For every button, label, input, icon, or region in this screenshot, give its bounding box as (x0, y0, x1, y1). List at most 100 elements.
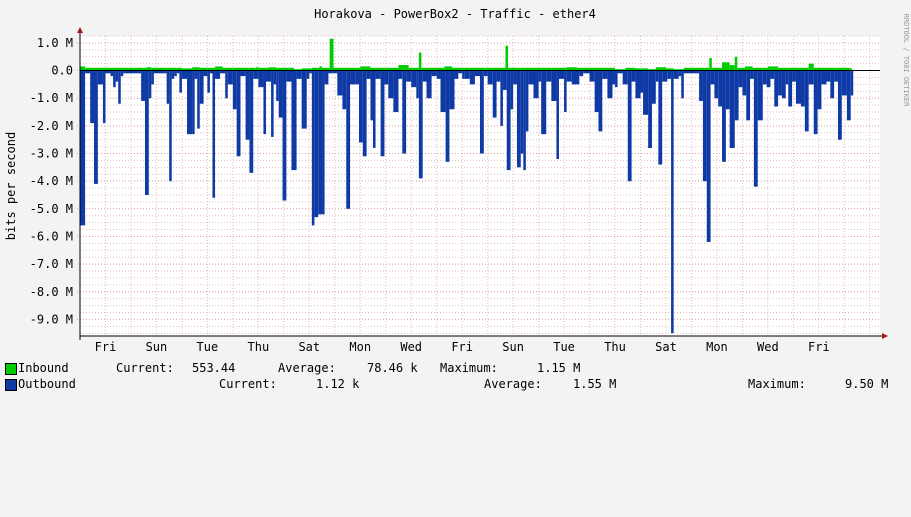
inbound-sample (255, 67, 259, 71)
inbound-sample (808, 63, 814, 71)
outbound-sample (750, 70, 754, 79)
inbound-sample (683, 67, 697, 71)
outbound-sample (817, 70, 822, 110)
outbound-sample (380, 70, 385, 157)
inbound-sample (722, 62, 730, 71)
outbound-sample (454, 70, 459, 79)
outbound-sample (734, 70, 739, 121)
outbound-sample (215, 70, 221, 79)
outbound-sample (778, 70, 782, 96)
inbound-sample (767, 66, 779, 71)
series-areas (80, 38, 854, 334)
outbound-sample (332, 70, 338, 74)
inbound-sample (166, 67, 177, 71)
outbound-sample (309, 70, 312, 74)
inbound-sample (398, 65, 409, 71)
outbound-sample (785, 70, 789, 85)
outbound-sample (105, 70, 111, 74)
outbound-sample (166, 70, 170, 104)
inbound-sample (696, 67, 705, 71)
inbound-sample (347, 67, 361, 71)
inbound-sample (276, 67, 295, 71)
outbound-sample (273, 70, 277, 85)
inbound-swatch (5, 363, 17, 375)
inbound-sample (451, 67, 470, 71)
outbound-sample (449, 70, 455, 110)
inbound-sample (788, 67, 802, 71)
outbound-sample (422, 70, 427, 82)
outbound-sample (286, 70, 292, 82)
outbound-sample (388, 70, 394, 99)
outbound-sample (426, 70, 432, 99)
outbound-sample (541, 70, 547, 135)
outbound-label: Outbound (18, 377, 76, 391)
outbound-sample (120, 70, 124, 77)
outbound-sample (240, 70, 246, 77)
outbound-sample (729, 70, 735, 148)
outbound-sample (696, 70, 700, 74)
inbound-sample (128, 67, 144, 71)
inbound-average-value: 78.46 k (367, 361, 418, 375)
inbound-sample (385, 67, 399, 71)
outbound-sample (788, 70, 793, 107)
inbound-sample (102, 67, 106, 71)
inbound-sample (207, 67, 216, 71)
x-tick-label: Mon (349, 340, 371, 354)
inbound-sample (151, 67, 167, 71)
outbound-sample (384, 70, 389, 85)
inbound-sample (744, 66, 753, 71)
outbound-sample (643, 70, 649, 115)
traffic-chart: 1.0 M 0.0 -1.0 M -2.0 M -3.0 M -4.0 M -5.0 M -6… (4, 7, 910, 354)
outbound-sample (631, 70, 636, 82)
outbound-sample (513, 70, 517, 85)
outbound-sample (792, 70, 796, 82)
outbound-sample (164, 70, 167, 74)
inbound-sample (655, 67, 666, 71)
outbound-sample (492, 70, 497, 118)
outbound-sample (358, 70, 363, 143)
x-axis-arrow (882, 333, 888, 339)
inbound-sample (80, 66, 86, 71)
outbound-sample (781, 70, 786, 99)
outbound-sample (258, 70, 264, 88)
outbound-sample (115, 70, 119, 82)
outbound-sample (658, 70, 663, 165)
inbound-sample (268, 67, 277, 71)
inbound-sample (729, 65, 735, 71)
outbound-sample (718, 70, 723, 107)
outbound-sample (249, 70, 254, 173)
outbound-sample (171, 70, 175, 79)
y-tick-label: -1.0 M (30, 91, 73, 105)
outbound-sample (667, 70, 672, 79)
outbound-sample (311, 70, 315, 226)
outbound-sample (757, 70, 763, 121)
outbound-sample (296, 70, 302, 79)
outbound-sample (370, 70, 373, 121)
inbound-sample (329, 38, 334, 71)
inbound-sample (232, 67, 249, 71)
outbound-sample (123, 70, 139, 74)
inbound-sample (704, 67, 710, 71)
y-tick-label: -6.0 M (30, 229, 73, 243)
outbound-sample (464, 70, 470, 79)
outbound-sample (766, 70, 771, 88)
outbound-sample (722, 70, 726, 162)
outbound-sample (528, 70, 534, 85)
inbound-sample (711, 67, 723, 71)
x-tick-label: Tue (197, 340, 219, 354)
x-tick-label: Fri (95, 340, 117, 354)
inbound-sample (648, 69, 656, 71)
outbound-sample (411, 70, 417, 88)
x-tick-label: Thu (604, 340, 626, 354)
x-tick-label: Sat (298, 340, 320, 354)
inbound-sample (469, 67, 486, 71)
inbound-sample (508, 67, 521, 71)
outbound-sample (710, 70, 715, 85)
inbound-sample (813, 67, 827, 71)
outbound-sample (804, 70, 809, 132)
outbound-sample (612, 70, 616, 85)
inbound-sample (444, 66, 452, 71)
watermark: RRDTOOL / TOBI OETIKER (902, 14, 910, 108)
x-tick-label: Wed (757, 340, 779, 354)
outbound-sample (801, 70, 805, 107)
